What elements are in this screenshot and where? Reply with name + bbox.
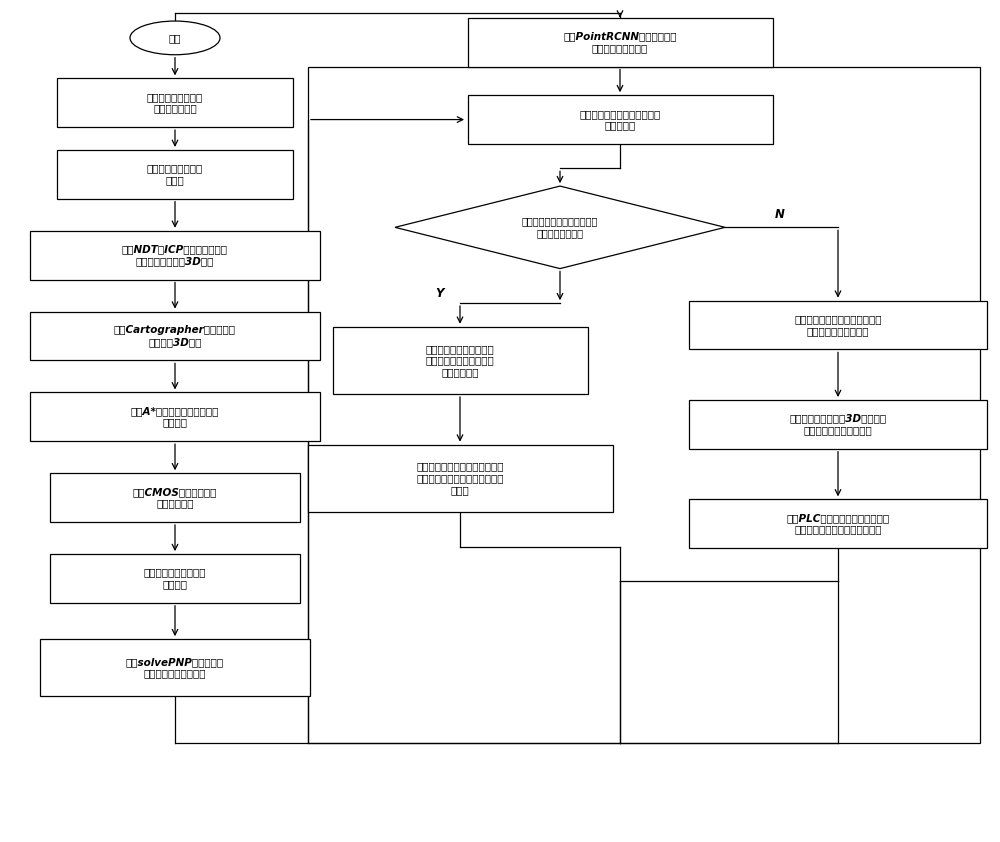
Bar bbox=[40, 639, 310, 696]
Text: 通过PointRCNN算法训练得到
畜牧舍目标检测模型: 通过PointRCNN算法训练得到 畜牧舍目标检测模型 bbox=[563, 31, 677, 53]
Bar bbox=[308, 67, 980, 743]
Text: 通过A*算法规划可完整清洗畜
牧舍路径: 通过A*算法规划可完整清洗畜 牧舍路径 bbox=[131, 406, 219, 428]
Bar bbox=[468, 95, 772, 144]
Text: 沿规划路径实时采集图
像和点云: 沿规划路径实时采集图 像和点云 bbox=[144, 568, 206, 589]
Bar bbox=[30, 312, 320, 360]
Text: 匹配畜牧舍清洗目标3D模型获取
三维信息，确定清洗范围: 匹配畜牧舍清洗目标3D模型获取 三维信息，确定清洗范围 bbox=[789, 413, 887, 435]
Text: 标定CMOS摄像头获取摄
像头参数矩阵: 标定CMOS摄像头获取摄 像头参数矩阵 bbox=[133, 487, 217, 509]
Text: 根据畜牧舍目标检测模型检测
前方是否有障碍物: 根据畜牧舍目标检测模型检测 前方是否有障碍物 bbox=[522, 216, 598, 238]
Text: 通过PLC控制摇摆、往复电机使清
洗杆旋转，全方位清洗栅栏挡板: 通过PLC控制摇摆、往复电机使清 洗杆旋转，全方位清洗栅栏挡板 bbox=[786, 513, 890, 535]
Polygon shape bbox=[395, 186, 725, 269]
Bar bbox=[57, 78, 292, 127]
Bar bbox=[468, 18, 772, 67]
Bar bbox=[689, 301, 987, 349]
Bar bbox=[689, 499, 987, 548]
Text: 通过solvePNP算法融合图
像和点云获得三维图像: 通过solvePNP算法融合图 像和点云获得三维图像 bbox=[126, 657, 224, 679]
Text: Y: Y bbox=[436, 286, 444, 300]
Text: 开始: 开始 bbox=[169, 33, 181, 43]
Bar bbox=[689, 400, 987, 449]
Text: 根据三维信息控制小车左右转、
前进、后退和停止，实现局部路
径规划: 根据三维信息控制小车左右转、 前进、后退和停止，实现局部路 径规划 bbox=[416, 461, 504, 495]
Text: 畜牧清洗自动驾驶车根据规划
的路径行驶: 畜牧清洗自动驾驶车根据规划 的路径行驶 bbox=[579, 109, 661, 131]
Bar bbox=[332, 327, 588, 394]
Text: 通过Cartographer算法构建畜
牧舍整体3D模型: 通过Cartographer算法构建畜 牧舍整体3D模型 bbox=[114, 325, 236, 347]
Text: 框取障碍物三维框获取三
维信息，通过人工势场法
规划局部路径: 框取障碍物三维框获取三 维信息，通过人工势场法 规划局部路径 bbox=[426, 344, 494, 377]
Ellipse shape bbox=[130, 21, 220, 55]
Text: N: N bbox=[775, 208, 785, 221]
Bar bbox=[308, 445, 612, 512]
Text: 通过NDT和ICP融合算法配准获
取畜牧舍清洗对象3D模型: 通过NDT和ICP融合算法配准获 取畜牧舍清洗对象3D模型 bbox=[122, 244, 228, 266]
Text: 通过激光雷达采集畜
牧舍内点云数据: 通过激光雷达采集畜 牧舍内点云数据 bbox=[147, 92, 203, 114]
Bar bbox=[30, 392, 320, 441]
Text: 根据畜牧舍目标检测模型实时检
测框取清洗目标三维框: 根据畜牧舍目标检测模型实时检 测框取清洗目标三维框 bbox=[794, 314, 882, 336]
Bar bbox=[50, 554, 300, 603]
Text: 通过体素化采样法去
噪滤波: 通过体素化采样法去 噪滤波 bbox=[147, 163, 203, 185]
Bar bbox=[57, 150, 292, 199]
Bar bbox=[50, 473, 300, 522]
Bar bbox=[30, 231, 320, 280]
